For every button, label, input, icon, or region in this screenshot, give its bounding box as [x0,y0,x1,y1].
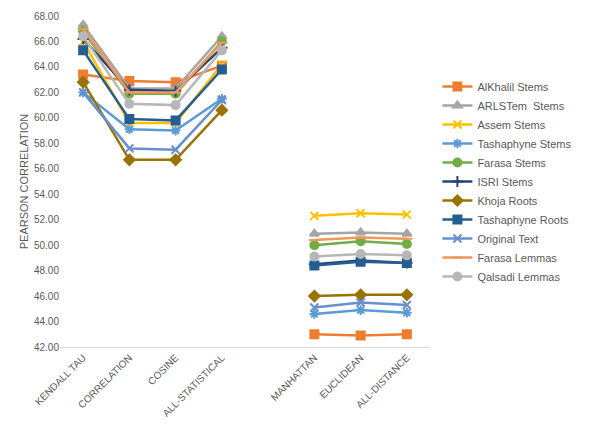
svg-text:48.00: 48.00 [34,265,59,276]
svg-text:68.00: 68.00 [34,11,59,22]
svg-text:Tashaphyne Roots: Tashaphyne Roots [477,214,569,226]
svg-text:58.00: 58.00 [34,138,59,149]
svg-text:KENDALL TAU: KENDALL TAU [33,352,88,407]
svg-text:Farasa Stems: Farasa Stems [477,157,546,169]
svg-text:ALL-STATISTICAL: ALL-STATISTICAL [160,352,227,419]
svg-text:44.00: 44.00 [34,316,59,327]
svg-text:ARLSTem Stems: ARLSTem Stems [477,100,564,112]
svg-text:Assem Stems: Assem Stems [477,119,545,131]
svg-text:ALL-DISTANCE: ALL-DISTANCE [354,352,412,410]
svg-text:54.00: 54.00 [34,189,59,200]
svg-text:50.00: 50.00 [34,240,59,251]
svg-text:Khoja Roots: Khoja Roots [477,195,537,207]
svg-text:Farasa Lemmas: Farasa Lemmas [477,252,557,264]
svg-text:64.00: 64.00 [34,61,59,72]
svg-text:COSINE: COSINE [146,352,181,387]
svg-text:Original Text: Original Text [477,233,538,245]
svg-text:AlKhalil Stems: AlKhalil Stems [477,81,548,93]
svg-text:52.00: 52.00 [34,214,59,225]
svg-text:EUCLIDEAN: EUCLIDEAN [317,352,365,400]
svg-text:ISRI Stems: ISRI Stems [477,176,533,188]
svg-text:Tashaphyne Stems: Tashaphyne Stems [477,138,571,150]
svg-text:PEARSON CORRELATION: PEARSON CORRELATION [18,114,30,250]
svg-text:46.00: 46.00 [34,291,59,302]
svg-text:CORRELATION: CORRELATION [76,352,134,410]
svg-text:60.00: 60.00 [34,112,59,123]
svg-text:Qalsadi Lemmas: Qalsadi Lemmas [477,271,560,283]
svg-text:MANHATTAN: MANHATTAN [269,352,320,403]
svg-text:62.00: 62.00 [34,87,59,98]
svg-text:66.00: 66.00 [34,36,59,47]
svg-text:42.00: 42.00 [34,342,59,353]
svg-text:56.00: 56.00 [34,163,59,174]
